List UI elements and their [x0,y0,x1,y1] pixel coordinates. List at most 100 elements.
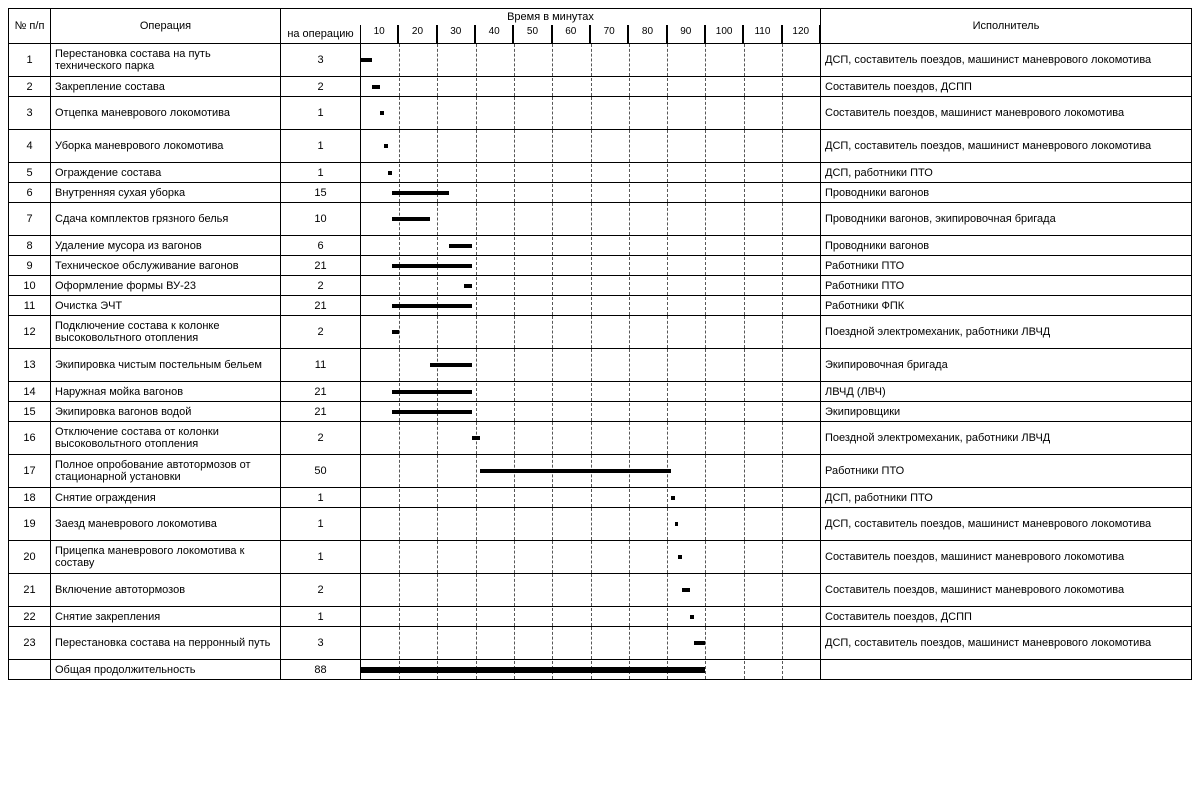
cell-operation: Включение автотормозов [51,574,281,607]
cell-duration: 1 [281,607,361,627]
table-row: 22Снятие закрепления1Составитель поездов… [9,607,1192,627]
cell-operation: Экипировка вагонов водой [51,402,281,422]
table-row: 19Заезд маневрового локомотива1ДСП, сост… [9,508,1192,541]
gantt-bar [480,469,671,473]
gantt-bar [384,144,388,148]
cell-num: 21 [9,574,51,607]
cell-num: 3 [9,97,51,130]
table-row: 16Отключение состава от колонки высоково… [9,422,1192,455]
cell-executor: Экипировочная бригада [821,349,1192,382]
cell-operation: Снятие ограждения [51,488,281,508]
tick-label: 100 [705,25,743,43]
table-header: № п/п Операция Время в минутах Исполните… [9,9,1192,44]
cell-num: 8 [9,236,51,256]
cell-duration: 21 [281,256,361,276]
gantt-bar [472,436,480,440]
gantt-bar [690,615,694,619]
cell-operation: Внутренняя сухая уборка [51,183,281,203]
table-row: 6Внутренняя сухая уборка15Проводники ваг… [9,183,1192,203]
gantt-cell [361,488,821,508]
gantt-cell [361,236,821,256]
cell-executor: Работники ПТО [821,276,1192,296]
gantt-cell [361,607,821,627]
cell-operation: Наружная мойка вагонов [51,382,281,402]
cell-duration: 21 [281,402,361,422]
gantt-cell [361,660,821,680]
tick-label: 70 [590,25,628,43]
gantt-cell [361,44,821,77]
gantt-cell [361,316,821,349]
cell-num: 9 [9,256,51,276]
cell-duration: 15 [281,183,361,203]
table-row: 8Удаление мусора из вагонов6Проводники в… [9,236,1192,256]
table-row: 4Уборка маневрового локомотива1ДСП, сост… [9,130,1192,163]
tick-label: 90 [667,25,705,43]
cell-duration: 6 [281,236,361,256]
cell-executor: Работники ФПК [821,296,1192,316]
gantt-cell [361,349,821,382]
cell-num: 10 [9,276,51,296]
cell-num: 11 [9,296,51,316]
gantt-bar [392,410,472,414]
header-executor: Исполнитель [821,9,1192,44]
gantt-bar [430,363,472,367]
table-row: 17Полное опробование автотормозов от ста… [9,455,1192,488]
total-label: Общая продолжительность [51,660,281,680]
tick-label: 20 [398,25,436,43]
gantt-cell [361,77,821,97]
cell-num: 5 [9,163,51,183]
tick-label: 10 [361,25,398,43]
cell-operation: Ограждение состава [51,163,281,183]
cell-operation: Техническое обслуживание вагонов [51,256,281,276]
table-row: 13Экипировка чистым постельным бельем11Э… [9,349,1192,382]
gantt-cell [361,382,821,402]
cell-num: 13 [9,349,51,382]
cell-num: 2 [9,77,51,97]
cell-executor: ДСП, составитель поездов, машинист манев… [821,130,1192,163]
gantt-table: № п/п Операция Время в минутах Исполните… [8,8,1192,680]
tick-label: 60 [552,25,590,43]
cell-operation: Закрепление состава [51,77,281,97]
cell-executor: Составитель поездов, ДСПП [821,77,1192,97]
gantt-cell [361,296,821,316]
table-row: 15Экипировка вагонов водой21Экипировщики [9,402,1192,422]
cell-operation: Очистка ЭЧТ [51,296,281,316]
cell-operation: Снятие закрепления [51,607,281,627]
table-body: 1 Перестановка состава на путь техническо… [9,44,1192,680]
gantt-bar [464,284,472,288]
cell-operation: Уборка маневрового локомотива [51,130,281,163]
cell-num: 7 [9,203,51,236]
gantt-cell [361,163,821,183]
gantt-bar [361,58,372,62]
header-per-op: на операцию [281,25,361,44]
cell-duration: 3 [281,44,361,77]
gantt-bar [361,667,705,673]
gantt-bar [372,85,380,89]
gantt-bar [392,330,400,334]
cell-operation: Заезд маневрового локомотива [51,508,281,541]
cell-duration: 1 [281,130,361,163]
gantt-bar [675,522,679,526]
table-row: 1Перестановка состава на путь техническо… [9,44,1192,77]
cell-duration: 21 [281,296,361,316]
cell-num: 14 [9,382,51,402]
header-ticks: 102030405060708090100110120 [361,25,821,44]
gantt-cell [361,574,821,607]
table-row: 21Включение автотормозов2Составитель пое… [9,574,1192,607]
tick-label: 30 [437,25,475,43]
tick-label: 80 [628,25,666,43]
cell-executor: ДСП, работники ПТО [821,163,1192,183]
cell-executor: Проводники вагонов, экипировочная бригад… [821,203,1192,236]
cell-executor: Работники ПТО [821,455,1192,488]
cell-duration: 11 [281,349,361,382]
gantt-bar [694,641,705,645]
cell-duration: 2 [281,422,361,455]
gantt-cell [361,97,821,130]
table-row: 7Сдача комплектов грязного белья10Провод… [9,203,1192,236]
table-row: 5Ограждение состава1ДСП, работники ПТО [9,163,1192,183]
cell-duration: 10 [281,203,361,236]
gantt-cell [361,203,821,236]
gantt-cell [361,402,821,422]
cell-operation: Перестановка состава на путь техническог… [51,44,281,77]
cell-duration: 2 [281,316,361,349]
